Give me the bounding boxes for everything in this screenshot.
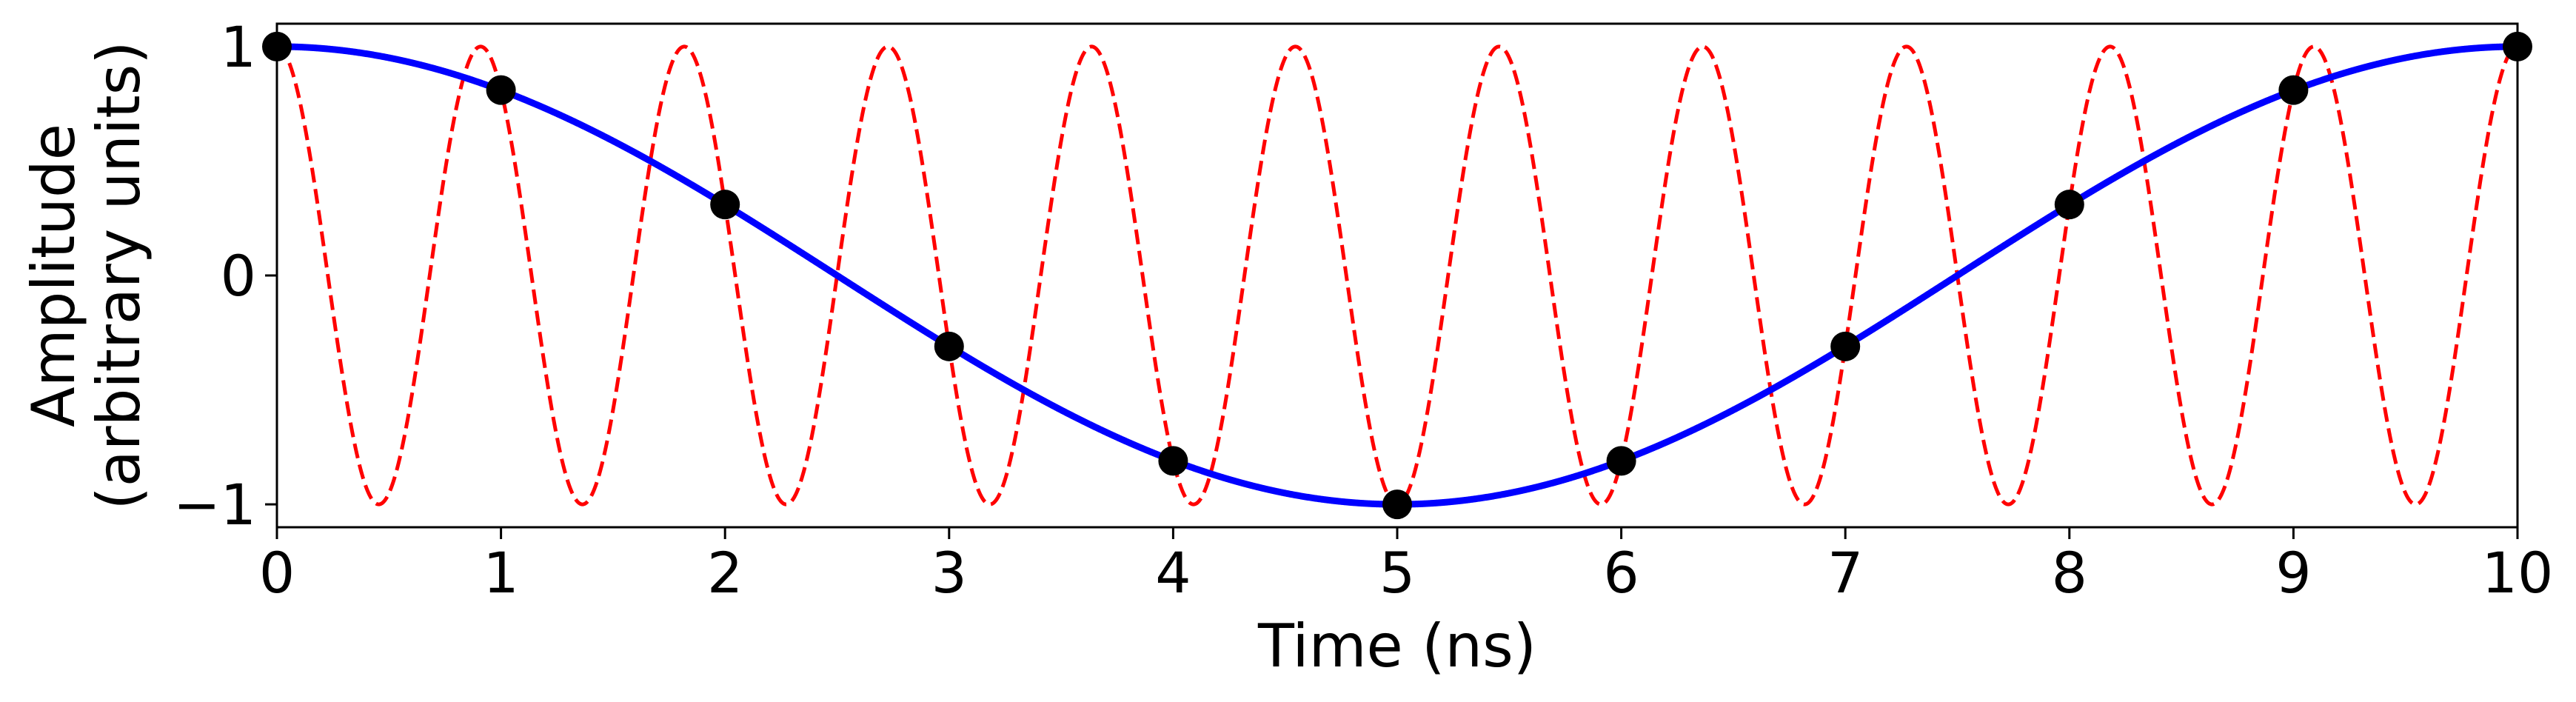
x-tick-label: 9 (2275, 540, 2311, 606)
sample-point (1606, 446, 1636, 476)
sample-point (2278, 75, 2309, 105)
x-tick-label: 8 (2052, 540, 2087, 606)
x-tick-label: 3 (931, 540, 967, 606)
x-tick-label: 7 (1827, 540, 1863, 606)
x-tick-label: 2 (707, 540, 743, 606)
y-axis-label-line2: (arbitrary units) (84, 41, 153, 510)
x-axis: 0 1 2 3 4 5 6 7 8 9 10 (259, 527, 2554, 606)
sample-point (1382, 489, 1412, 520)
y-tick-label: 0 (221, 243, 256, 309)
series-line-solid-blue (277, 43, 2518, 508)
x-tick-label: 4 (1155, 540, 1191, 606)
plot-frame (275, 22, 2519, 529)
x-axis-label: Time (ns) (1257, 612, 1536, 681)
sample-point (486, 75, 516, 105)
sample-markers (262, 31, 2532, 520)
y-axis: 1 0 −1 (173, 14, 277, 538)
series-group (277, 43, 2518, 508)
sample-point (1830, 331, 1861, 361)
y-tick-label: −1 (173, 472, 256, 538)
sample-point (934, 331, 964, 361)
sample-point (710, 190, 740, 220)
series-line-dashed-red (277, 44, 2518, 507)
x-tick-label: 6 (1603, 540, 1639, 606)
y-tick-label: 1 (221, 14, 256, 80)
x-tick-label: 1 (483, 540, 518, 606)
sample-point (1158, 446, 1188, 476)
y-axis-label-line1: Amplitude (19, 124, 88, 427)
x-tick-label: 5 (1379, 540, 1415, 606)
x-tick-label: 0 (259, 540, 295, 606)
x-tick-label: 10 (2482, 540, 2554, 606)
sample-point (2054, 190, 2084, 220)
plot-area (262, 31, 2532, 520)
